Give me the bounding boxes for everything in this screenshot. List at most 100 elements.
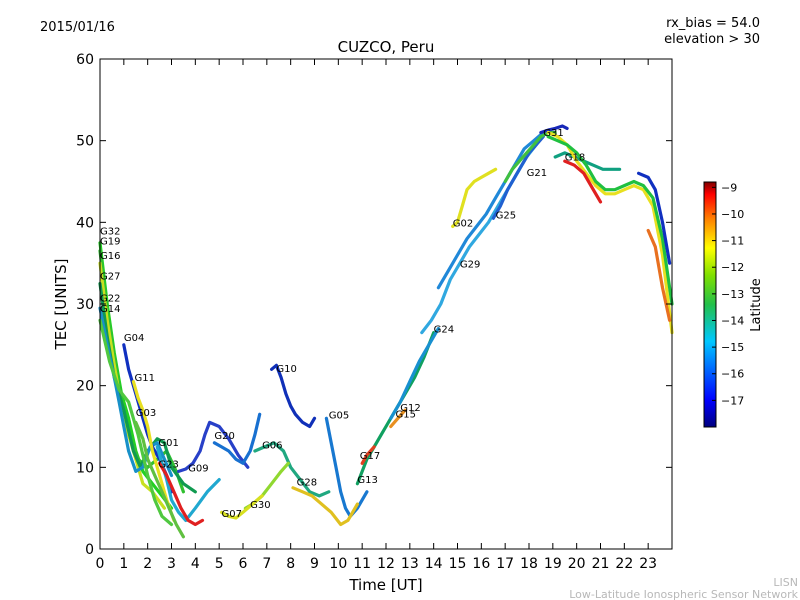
x-tick-label: 19	[544, 556, 562, 572]
satellite-label: G16	[100, 251, 120, 262]
footer-network: Low-Latitude Ionospheric Sensor Network	[569, 588, 798, 600]
satellite-label: G03	[136, 408, 156, 419]
satellite-label: G31	[543, 128, 563, 139]
x-tick-label: 14	[425, 556, 443, 572]
series-G15	[389, 408, 407, 429]
x-tick-label: 22	[615, 556, 633, 572]
x-tick-label: 17	[496, 556, 514, 572]
series-G14	[98, 318, 174, 527]
y-tick-label: 50	[76, 134, 94, 150]
satellite-label: G04	[124, 333, 144, 344]
x-tick-label: 3	[167, 556, 176, 572]
x-tick-label: 6	[239, 556, 248, 572]
rx-bias-label: rx_bias = 54.0	[666, 16, 760, 31]
series-S-C	[563, 159, 603, 204]
satellite-label: G19	[100, 236, 120, 247]
satellite-label: G24	[434, 325, 454, 336]
series-G29	[436, 130, 545, 290]
satellite-label: G10	[276, 364, 296, 375]
series-G03	[134, 420, 185, 539]
x-tick-label: 23	[639, 556, 657, 572]
series-G10	[270, 363, 317, 429]
satellite-label: G17	[360, 451, 380, 462]
series-G05	[324, 416, 369, 518]
series-S-B	[546, 135, 674, 306]
satellite-label: G02	[453, 218, 473, 229]
satellite-label: G05	[329, 410, 349, 421]
satellite-label: G25	[496, 210, 516, 221]
colorbar-ticks: −9 −10 −11 −12 −13 −14 −15 −16 −17	[712, 181, 744, 407]
footer-lisn: LISN	[773, 576, 798, 589]
satellite-label: G29	[460, 259, 480, 270]
x-tick-label: 4	[191, 556, 200, 572]
x-tick-label: 11	[353, 556, 371, 572]
colorbar	[703, 181, 717, 428]
satellite-label: G07	[222, 509, 242, 520]
x-tick-label: 8	[286, 556, 295, 572]
series-G20	[212, 412, 262, 465]
colorbar-tick-label: −15	[721, 341, 744, 354]
satellite-label: G06	[262, 441, 282, 452]
series-G25	[491, 135, 545, 220]
x-tick-label: 7	[262, 556, 271, 572]
satellite-label: G20	[214, 431, 234, 442]
series-G12	[389, 326, 440, 420]
x-axis-label: Time [UT]	[348, 576, 422, 594]
series-G31	[539, 124, 569, 135]
series-G07	[220, 494, 264, 520]
colorbar-tick-label: −9	[721, 181, 737, 194]
plot-frame	[99, 58, 673, 550]
series-G23	[158, 461, 205, 527]
x-tick-label: 18	[520, 556, 538, 572]
satellite-label: G14	[100, 304, 120, 315]
y-tick-label: 0	[85, 542, 94, 558]
colorbar-tick-label: −10	[721, 208, 744, 221]
colorbar-tick-label: −11	[721, 235, 744, 248]
series-G11	[131, 380, 176, 522]
satellite-label: G27	[100, 272, 120, 283]
satellite-label: G09	[188, 463, 208, 474]
x-tick-label: 16	[472, 556, 490, 572]
satellite-label: G15	[396, 410, 416, 421]
x-tick-label: 9	[310, 556, 319, 572]
y-tick-label: 20	[76, 379, 94, 395]
series-G06	[253, 441, 331, 498]
x-tick-label: 1	[119, 556, 128, 572]
x-tick-label: 0	[96, 556, 105, 572]
colorbar-tick-label: −16	[721, 368, 744, 381]
colorbar-label: Latitude	[749, 278, 764, 332]
x-tick-label: 12	[377, 556, 395, 572]
satellite-label: G22	[100, 294, 120, 305]
satellite-label: G21	[527, 168, 547, 179]
x-tick-label: 21	[592, 556, 610, 572]
y-tick-label: 10	[76, 460, 94, 476]
colorbar-tick-label: −12	[721, 261, 744, 274]
colorbar-tick-label: −14	[721, 314, 744, 327]
series-S-D	[637, 171, 672, 265]
series-layer	[98, 124, 674, 539]
date-label: 2015/01/16	[40, 20, 115, 35]
colorbar-tick-label: −17	[721, 394, 744, 407]
satellite-label: G11	[135, 373, 155, 384]
satellite-label: G13	[357, 475, 377, 486]
satellite-label: G23	[158, 459, 178, 470]
series-G18	[553, 151, 622, 171]
satellite-label: G28	[297, 477, 317, 488]
x-tick-label: 20	[568, 556, 586, 572]
satellite-label: G32	[100, 227, 120, 238]
y-tick-label: 40	[76, 215, 94, 231]
y-axis-label: TEC [UNITS]	[52, 259, 70, 351]
chart-title: CUZCO, Peru	[338, 38, 435, 56]
satellite-label: G30	[250, 500, 270, 511]
series-G02	[451, 167, 498, 228]
x-tick-label: 2	[143, 556, 152, 572]
axis-layer: 0 1 2 3 4 5 6 7 8 9 10 11 12 13 14 15 16 17 18 19 20 21 22 2301…	[76, 52, 672, 572]
satellite-label: G01	[158, 438, 178, 449]
series-G28	[291, 486, 359, 527]
x-tick-label: 10	[329, 556, 347, 572]
y-tick-label: 30	[76, 297, 94, 313]
series-G01	[155, 445, 221, 522]
elevation-label: elevation > 30	[664, 32, 760, 47]
